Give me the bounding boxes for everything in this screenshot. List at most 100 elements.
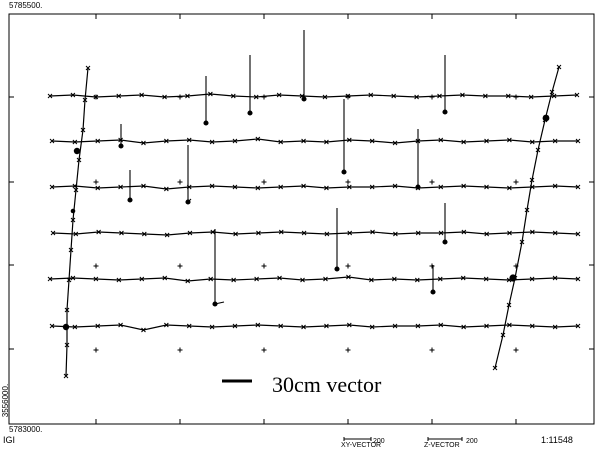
- tie-point-mark: [507, 185, 512, 191]
- tie-point-mark: [500, 332, 506, 338]
- tie-point-mark: [529, 229, 535, 235]
- control-point-mark: [261, 179, 267, 185]
- tie-point-mark: [574, 92, 580, 98]
- tie-point-mark: [391, 276, 397, 282]
- tie-point-mark: [276, 92, 282, 98]
- tie-point-mark: [278, 139, 284, 145]
- control-point-mark: [429, 263, 435, 269]
- tie-point-mark: [461, 324, 467, 330]
- tie-point-mark: [76, 157, 82, 163]
- tie-point-mark: [255, 322, 261, 328]
- tie-point-mark: [369, 324, 375, 330]
- tie-point-mark: [300, 277, 305, 283]
- ground-control-dot: [509, 274, 517, 282]
- tie-point-mark: [66, 277, 72, 283]
- ground-control-dot: [542, 114, 550, 122]
- tie-point-mark: [323, 276, 328, 282]
- tie-point-mark: [63, 373, 69, 379]
- xy-vector-scale-bar: [343, 437, 372, 441]
- flight-strip-line: [52, 231, 579, 236]
- tie-point-mark: [95, 185, 101, 191]
- flight-strip-line: [49, 93, 578, 98]
- tie-point-mark: [186, 323, 192, 329]
- tie-point-mark: [535, 147, 541, 153]
- tie-point-mark: [392, 140, 398, 146]
- tie-point-mark: [575, 231, 581, 237]
- tie-point-mark: [575, 323, 581, 329]
- tie-point-mark: [324, 323, 329, 329]
- tie-point-mark: [73, 187, 79, 193]
- tie-point-mark: [119, 230, 124, 236]
- z-vector-scale-bar: [427, 437, 463, 441]
- control-point-mark: [93, 347, 99, 353]
- residual-vector-end: [442, 109, 448, 115]
- tie-point-mark: [492, 365, 498, 371]
- cross-strip-line: [494, 66, 560, 369]
- control-point-mark: [177, 94, 183, 100]
- control-point-mark: [513, 94, 519, 100]
- control-point-mark: [261, 94, 267, 100]
- control-point-mark: [513, 347, 519, 353]
- tie-point-mark: [346, 184, 352, 190]
- map-scale-label: 1:11548: [541, 435, 573, 445]
- tie-point-mark: [141, 140, 146, 146]
- z-vector-scale-label: 200: [466, 438, 478, 445]
- tie-point-mark: [47, 93, 53, 99]
- residual-vector-end: [203, 120, 209, 126]
- tie-point-mark: [162, 94, 167, 100]
- tie-point-mark: [49, 323, 55, 329]
- control-point-mark: [261, 347, 267, 353]
- tie-point-mark: [141, 327, 146, 333]
- residual-vector-end: [442, 239, 448, 245]
- tie-point-mark: [187, 230, 193, 236]
- tie-point-marks: [47, 64, 581, 379]
- tie-point-mark: [529, 323, 535, 329]
- tie-point-mark: [438, 184, 444, 190]
- tie-point-mark: [70, 92, 76, 98]
- tie-point-mark: [369, 184, 375, 190]
- control-point-mark: [177, 179, 183, 185]
- tie-point-mark: [461, 139, 467, 145]
- tie-point-mark: [255, 136, 261, 142]
- tie-point-mark: [391, 93, 397, 99]
- control-point-mark: [177, 347, 183, 353]
- residual-vector-end: [341, 169, 347, 175]
- tie-point-mark: [72, 324, 78, 330]
- tie-point-mark: [232, 184, 238, 190]
- tie-point-mark: [552, 324, 558, 330]
- residual-vector-end: [430, 289, 436, 295]
- tie-point-mark: [483, 276, 489, 282]
- tie-point-mark: [185, 93, 190, 99]
- tie-point-mark: [529, 139, 535, 145]
- tie-point-mark: [163, 186, 169, 192]
- tie-point-mark: [324, 185, 329, 191]
- flight-strip-line: [51, 185, 579, 190]
- system-label: IGI: [3, 435, 16, 445]
- northing-bottom-label: 5783000.: [9, 425, 43, 434]
- tie-point-mark: [519, 239, 525, 245]
- tie-point-mark: [438, 230, 444, 236]
- tie-point-mark: [116, 277, 122, 283]
- tie-point-mark: [93, 276, 99, 282]
- tie-point-mark: [68, 247, 74, 253]
- tie-point-mark: [277, 275, 282, 281]
- control-point-mark: [177, 263, 183, 269]
- ground-control-dots: [62, 114, 550, 331]
- tie-point-mark: [70, 217, 76, 223]
- map-frame: [8, 13, 595, 425]
- northing-top-label: 5785500.: [9, 1, 43, 10]
- tie-point-mark: [95, 138, 101, 144]
- tie-point-mark: [278, 184, 284, 190]
- tie-point-mark: [47, 276, 53, 282]
- tie-point-mark: [415, 323, 421, 329]
- tie-point-mark: [556, 64, 562, 70]
- tie-point-mark: [49, 138, 55, 144]
- control-point-mark: [93, 263, 99, 269]
- tie-point-mark: [437, 276, 443, 282]
- cross-strip-line: [65, 67, 89, 377]
- tie-point-mark: [231, 277, 237, 283]
- frame-ticks: [9, 14, 594, 424]
- residual-vector-end: [415, 184, 421, 190]
- tie-point-mark: [118, 184, 123, 190]
